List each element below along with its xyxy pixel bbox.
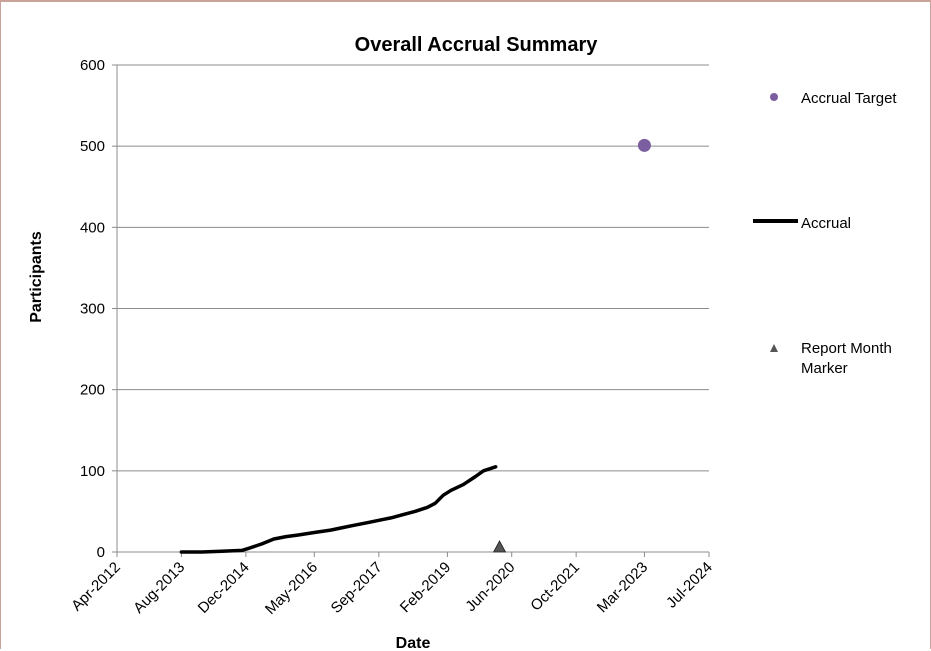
legend-accrual-target-label: Accrual Target (801, 90, 897, 107)
legend-accrual-target-symbol (770, 93, 778, 101)
y-tick-label-500: 500 (80, 138, 105, 155)
legend-report-marker-label-line1: Report Month (801, 340, 892, 357)
x-tick-label-9: Jul-2024 (663, 559, 716, 612)
y-tick-label-100: 100 (80, 463, 105, 480)
legend-accrual-label: Accrual (801, 215, 851, 232)
x-tick-label-0: Apr-2012 (68, 559, 124, 615)
y-tick-label-300: 300 (80, 301, 105, 318)
chart-title: Overall Accrual Summary (355, 34, 599, 56)
report-month-marker-0 (492, 540, 507, 553)
y-tick-label-0: 0 (97, 544, 105, 561)
x-axis-title: Date (396, 635, 431, 651)
y-ticks: 0 100 200 300 400 500 600 (80, 57, 117, 561)
series-layer (179, 138, 651, 554)
x-tick-label-2: Dec-2014 (195, 559, 253, 617)
x-tick-label-6: Jun-2020 (462, 559, 518, 615)
accrual-target-point-0 (637, 138, 651, 152)
x-tick-label-7: Oct-2021 (527, 559, 583, 615)
series-line-accrual (179, 465, 498, 554)
y-axis-title: Participants (28, 231, 45, 323)
legend: Accrual Target Accrual Report Month Mark… (753, 90, 897, 377)
legend-report-marker-label-line2: Marker (801, 360, 848, 377)
x-ticks: Apr-2012 Aug-2013 Dec-2014 May-2016 Sep-2017… (68, 552, 716, 618)
y-tick-label-400: 400 (80, 219, 105, 236)
x-tick-label-5: Feb-2019 (397, 559, 454, 616)
x-tick-label-3: May-2016 (262, 559, 321, 618)
x-tick-label-4: Sep-2017 (328, 559, 386, 617)
y-tick-label-600: 600 (80, 57, 105, 74)
x-tick-label-8: Mar-2023 (594, 559, 651, 616)
x-tick-label-1: Aug-2013 (130, 559, 188, 617)
y-tick-label-200: 200 (80, 382, 105, 399)
grid-lines (117, 64, 709, 472)
legend-report-marker-symbol (770, 344, 778, 352)
